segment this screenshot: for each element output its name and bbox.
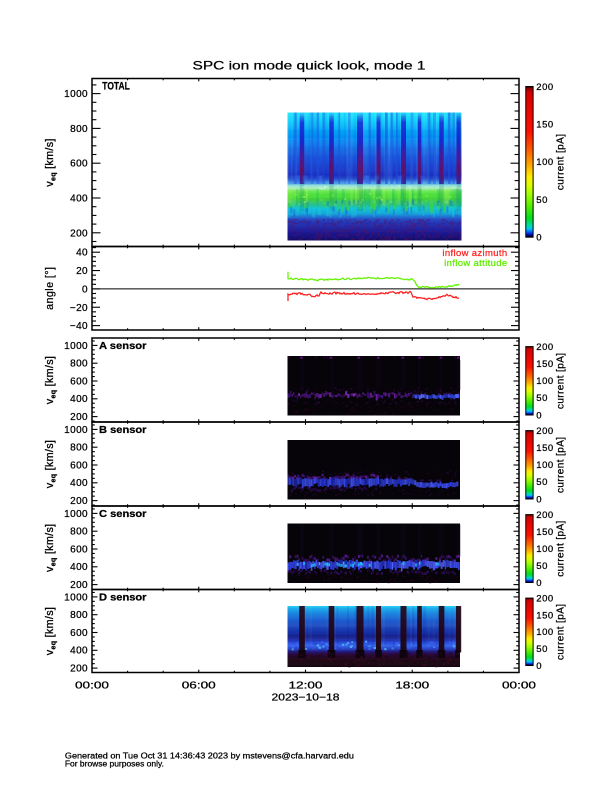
svg-text:200: 200 [536,342,553,353]
svg-text:inflow attitude: inflow attitude [444,258,507,269]
svg-text:800: 800 [70,359,88,370]
svg-text:angle [°]: angle [°] [44,267,56,310]
svg-text:0: 0 [536,661,542,672]
svg-text:00:00: 00:00 [75,680,110,691]
svg-text:800: 800 [70,124,88,135]
svg-text:−20: −20 [70,303,88,314]
svg-text:50: 50 [536,561,548,572]
svg-text:TOTAL: TOTAL [102,81,130,93]
svg-text:100: 100 [536,376,553,387]
svg-text:200: 200 [70,496,88,507]
svg-text:400: 400 [70,478,88,489]
svg-text:200: 200 [70,228,88,239]
svg-text:0: 0 [82,284,88,295]
svg-text:150: 150 [536,527,553,538]
svg-text:150: 150 [536,119,553,130]
svg-text:06:00: 06:00 [182,680,217,691]
svg-text:D sensor: D sensor [99,592,147,604]
svg-text:A sensor: A sensor [99,340,147,352]
svg-text:200: 200 [536,593,553,604]
svg-text:150: 150 [536,443,553,454]
svg-text:200: 200 [536,82,553,93]
svg-text:0: 0 [536,578,542,589]
svg-text:C sensor: C sensor [99,508,147,520]
svg-text:For browse purposes only.: For browse purposes only. [65,759,164,768]
svg-text:1000: 1000 [64,592,88,603]
svg-text:40: 40 [76,248,88,259]
svg-text:200: 200 [536,426,553,437]
svg-text:600: 600 [70,628,88,639]
svg-text:2023−10−18: 2023−10−18 [272,693,341,704]
svg-text:400: 400 [70,646,88,657]
svg-text:400: 400 [70,562,88,573]
svg-text:200: 200 [70,412,88,423]
svg-text:100: 100 [536,157,553,168]
svg-text:18:00: 18:00 [395,680,430,691]
svg-text:50: 50 [536,393,548,404]
svg-text:Generated on Tue Oct 31 14:36:: Generated on Tue Oct 31 14:36:43 2023 by… [65,752,354,761]
svg-text:200: 200 [536,510,553,521]
svg-text:400: 400 [70,194,88,205]
svg-text:1000: 1000 [64,89,88,100]
svg-text:12:00: 12:00 [289,680,324,691]
svg-text:−40: −40 [70,321,88,332]
svg-text:800: 800 [70,443,88,454]
svg-text:current [pA]: current [pA] [556,604,567,661]
svg-text:0: 0 [536,494,542,505]
svg-text:100: 100 [536,627,553,638]
svg-text:inflow azimuth: inflow azimuth [442,248,507,259]
svg-text:1000: 1000 [64,509,88,520]
svg-text:600: 600 [70,544,88,555]
svg-text:1000: 1000 [64,425,88,436]
svg-text:150: 150 [536,359,553,370]
svg-text:current [pA]: current [pA] [556,134,567,191]
svg-text:50: 50 [536,477,548,488]
svg-text:150: 150 [536,610,553,621]
svg-text:800: 800 [70,610,88,621]
svg-text:veq [km/s]: veq [km/s] [44,356,57,404]
svg-text:400: 400 [70,394,88,405]
svg-text:200: 200 [70,580,88,591]
svg-text:00:00: 00:00 [502,680,537,691]
svg-text:B sensor: B sensor [99,424,147,436]
svg-text:veq [km/s]: veq [km/s] [44,524,57,572]
svg-text:current [pA]: current [pA] [556,437,567,494]
svg-text:600: 600 [70,159,88,170]
svg-text:0: 0 [536,410,542,421]
svg-text:800: 800 [70,527,88,538]
svg-text:50: 50 [536,644,548,655]
svg-text:200: 200 [70,664,88,675]
svg-text:50: 50 [536,195,548,206]
svg-text:100: 100 [536,460,553,471]
svg-text:600: 600 [70,376,88,387]
svg-text:0: 0 [536,233,542,244]
svg-text:20: 20 [76,266,88,277]
svg-text:current [pA]: current [pA] [556,520,567,577]
svg-text:600: 600 [70,460,88,471]
svg-text:1000: 1000 [64,341,88,352]
svg-text:SPC ion mode quick look, mode: SPC ion mode quick look, mode 1 [193,58,426,72]
svg-text:current [pA]: current [pA] [556,353,567,410]
svg-text:100: 100 [536,544,553,555]
